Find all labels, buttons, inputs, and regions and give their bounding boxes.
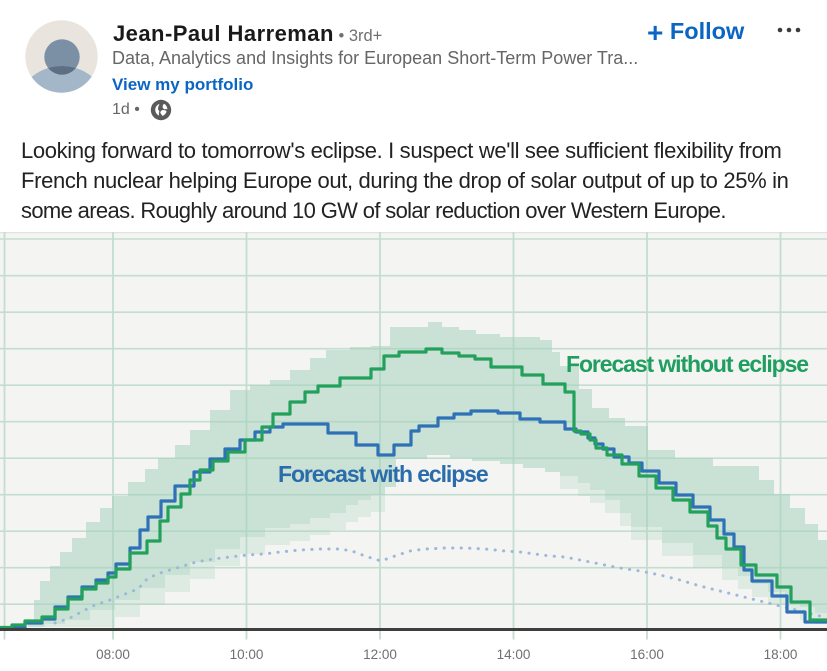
svg-text:18:00: 18:00 [764,647,798,662]
svg-text:16:00: 16:00 [630,647,664,662]
svg-text:Forecast with eclipse: Forecast with eclipse [278,461,488,487]
svg-text:12:00: 12:00 [363,647,397,662]
svg-text:Forecast without eclipse: Forecast without eclipse [566,351,808,377]
svg-text:10:00: 10:00 [230,647,264,662]
svg-text:14:00: 14:00 [497,647,531,662]
svg-text:08:00: 08:00 [96,647,130,662]
